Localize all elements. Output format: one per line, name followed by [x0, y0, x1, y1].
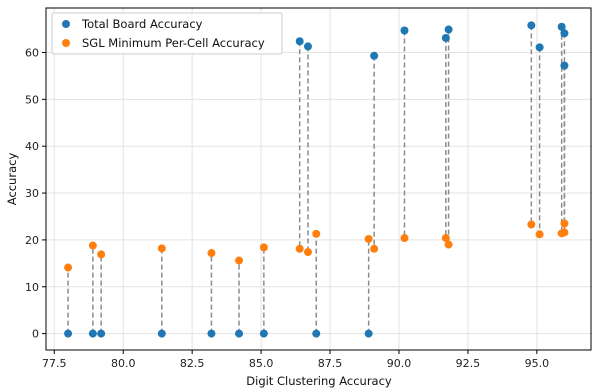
total-board-accuracy-point [88, 329, 97, 338]
connector-lines [67, 25, 566, 334]
data-points [64, 21, 569, 338]
x-tick-label: 87.5 [318, 357, 343, 370]
sgl-min-per-cell-accuracy-point [400, 234, 409, 243]
sgl-min-per-cell-accuracy-point [444, 240, 453, 249]
total-board-accuracy-point [64, 329, 73, 338]
axis-ticks: 77.5 80.0 82.5 85.0 87.5 90.0 92.5 95.0 0 10 20 30 4… [25, 47, 549, 370]
sgl-min-per-cell-accuracy-point [295, 244, 304, 253]
legend-marker-total-board-accuracy [62, 20, 70, 28]
total-board-accuracy-point [312, 329, 321, 338]
x-tick-label: 82.5 [180, 357, 205, 370]
x-tick-label: 77.5 [42, 357, 67, 370]
y-tick-label: 30 [25, 187, 39, 200]
total-board-accuracy-point [560, 61, 569, 70]
sgl-min-per-cell-accuracy-point [312, 229, 321, 238]
total-board-accuracy-point [400, 26, 409, 35]
sgl-min-per-cell-accuracy-point [560, 228, 569, 237]
sgl-min-per-cell-accuracy-point [441, 234, 450, 243]
sgl-min-per-cell-accuracy-point [527, 220, 536, 229]
legend-box [51, 12, 283, 55]
total-board-accuracy-point [97, 329, 106, 338]
total-board-accuracy-point [259, 329, 268, 338]
sgl-min-per-cell-accuracy-point [88, 241, 97, 250]
y-tick-label: 20 [25, 234, 39, 247]
x-tick-label: 90.0 [387, 357, 412, 370]
x-tick-label: 85.0 [249, 357, 274, 370]
y-tick-label: 0 [32, 328, 39, 341]
x-tick-label: 92.5 [456, 357, 481, 370]
sgl-min-per-cell-accuracy-point [64, 263, 73, 272]
total-board-accuracy-point [370, 51, 379, 60]
y-tick-label: 40 [25, 140, 39, 153]
sgl-min-per-cell-accuracy-point [97, 250, 106, 259]
plot-frame [45, 7, 592, 351]
legend-marker-sgl-minimum-per-cell-accuracy [62, 39, 70, 47]
sgl-min-per-cell-accuracy-point [259, 243, 268, 252]
y-tick-label: 60 [25, 47, 39, 60]
sgl-min-per-cell-accuracy-point [560, 219, 569, 228]
legend-label-sgl-minimum-per-cell-accuracy: SGL Minimum Per-Cell Accuracy [82, 36, 265, 50]
total-board-accuracy-point [535, 43, 544, 52]
total-board-accuracy-point [207, 329, 216, 338]
legend-label-total-board-accuracy: Total Board Accuracy [81, 17, 203, 31]
total-board-accuracy-point [444, 25, 453, 34]
sgl-min-per-cell-accuracy-point [157, 244, 166, 253]
grid [46, 8, 592, 350]
total-board-accuracy-point [157, 329, 166, 338]
x-axis-label: Digit Clustering Accuracy [246, 374, 392, 388]
legend: Total Board Accuracy SGL Minimum Per-Cel… [51, 12, 283, 55]
total-board-accuracy-point [303, 42, 312, 51]
y-tick-label: 10 [25, 281, 39, 294]
total-board-accuracy-point [557, 22, 566, 31]
sgl-min-per-cell-accuracy-point [370, 244, 379, 253]
total-board-accuracy-point [364, 329, 373, 338]
total-board-accuracy-point [527, 21, 536, 30]
x-tick-label: 80.0 [111, 357, 136, 370]
sgl-min-per-cell-accuracy-point [207, 249, 216, 258]
sgl-min-per-cell-accuracy-point [235, 256, 244, 265]
sgl-min-per-cell-accuracy-point [535, 230, 544, 239]
y-tick-label: 50 [25, 93, 39, 106]
total-board-accuracy-point [295, 37, 304, 46]
x-tick-label: 95.0 [525, 357, 550, 370]
y-axis-label: Accuracy [5, 153, 19, 206]
total-board-accuracy-point [441, 33, 450, 42]
total-board-accuracy-point [235, 329, 244, 338]
sgl-min-per-cell-accuracy-point [303, 248, 312, 257]
total-board-accuracy-point [560, 29, 569, 38]
sgl-min-per-cell-accuracy-point [364, 234, 373, 243]
